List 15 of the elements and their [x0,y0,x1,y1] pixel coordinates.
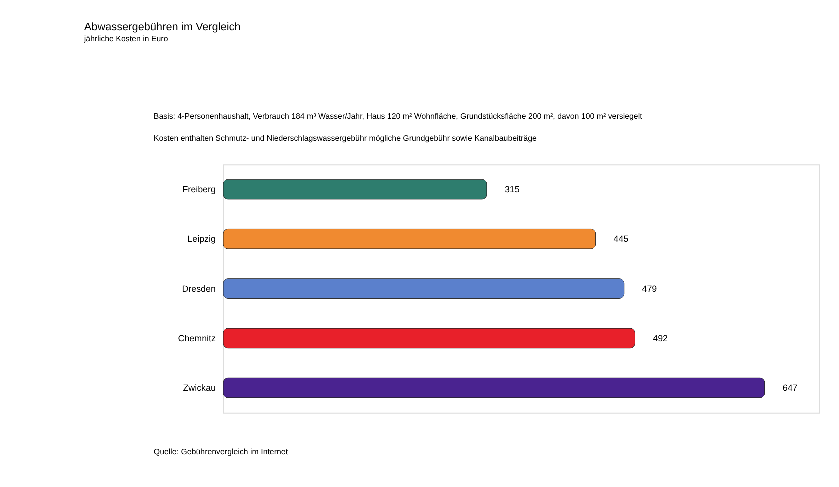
y-tick-label: Chemnitz [178,333,216,344]
text: jährliche Kosten in Euro [83,34,169,44]
data-label: 647 [782,383,798,394]
data-label: 445 [614,234,629,244]
y-tick-label: Dresden [182,284,216,294]
chart-title: Abwassergebühren im Vergleich [84,22,241,34]
y-tick-label: Freiberg [182,184,216,194]
data-label: 315 [504,184,520,194]
text: Kosten enthalten Schmutz- und Niederschlagswassergebühr mögliche Grundgebühr sowie Kanalbaubeiträge [154,134,538,143]
data-label: 492 [653,333,668,344]
y-tick-label: Zwickau [183,383,216,394]
y-tick-label: Leipzig [188,234,216,244]
data-label: 479 [642,284,658,294]
text: Basis: 4-Personenhaushalt, Verbrauch 184 m³ Wasser/Jahr, Haus 120 m² Wohnfläche, Grundstücksfläche 200 m², davon 100 m² versiegelt [154,112,644,121]
source-note: Quelle: Gebührenvergleich im Internet [154,448,289,457]
